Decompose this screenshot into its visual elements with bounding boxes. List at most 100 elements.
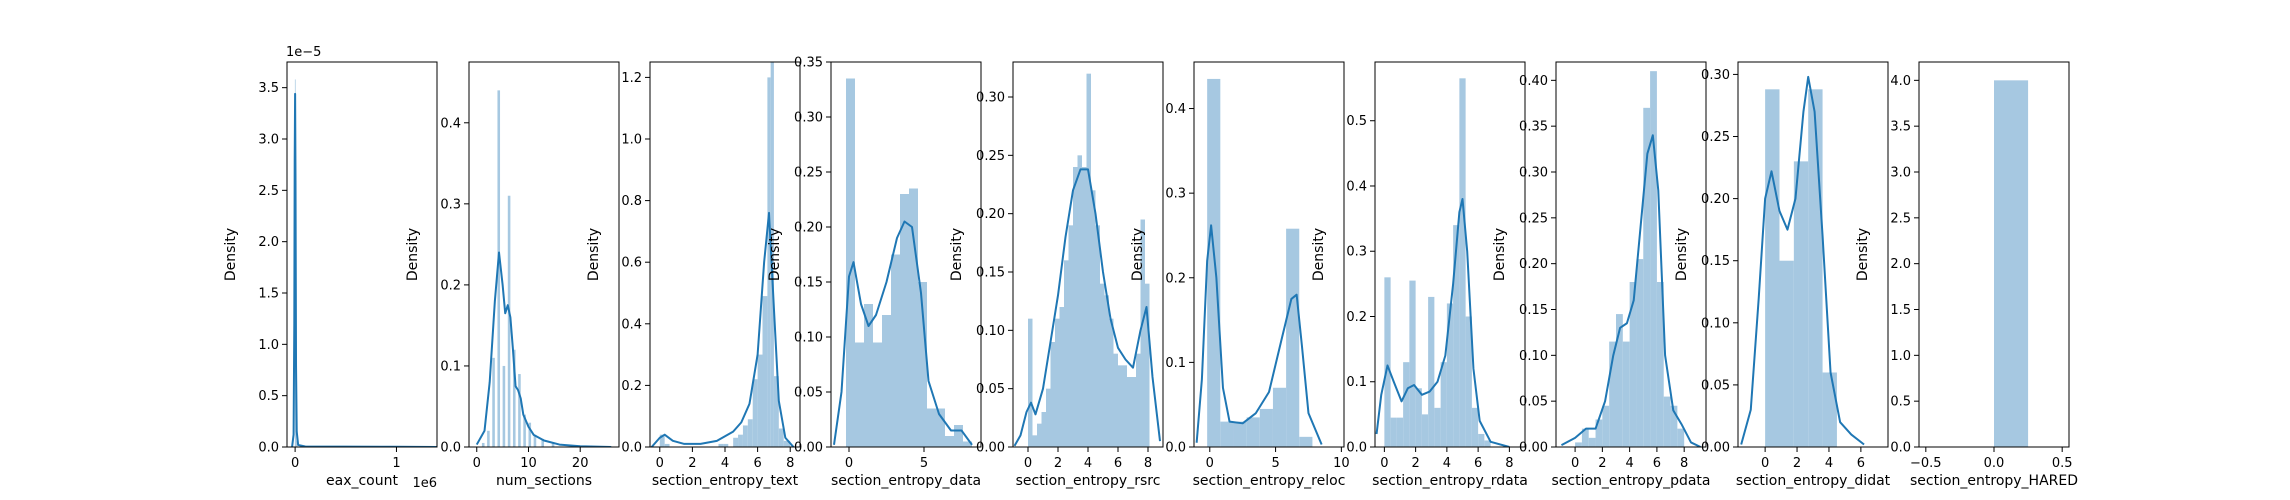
y-tick-label: 0.30 xyxy=(1701,68,1730,83)
histogram-bar xyxy=(1616,314,1623,447)
histogram-bar xyxy=(659,434,665,447)
y-tick-label: 0.15 xyxy=(976,266,1005,281)
y-tick-label: 0.15 xyxy=(794,276,823,291)
histogram-bar xyxy=(528,422,532,447)
histogram-bar xyxy=(1471,407,1479,447)
histogram-bar xyxy=(1409,280,1416,447)
y-tick-label: 3.0 xyxy=(258,133,279,148)
histogram-panel-7: 0 2 4 6 8 0.0 0.1 0.2 0.3 0.4 0.5 section_entropy_r… xyxy=(1311,61,1528,489)
x-axis-label: section_entropy_HARED xyxy=(1910,473,2078,489)
kde-line xyxy=(833,220,973,446)
histogram-bar xyxy=(1465,316,1472,447)
histogram-bar xyxy=(1588,437,1596,447)
histogram-bars xyxy=(1765,89,1837,447)
histogram-bar xyxy=(1122,365,1127,447)
x-tick-label: 2 xyxy=(688,456,696,471)
histogram-bar xyxy=(296,440,298,447)
histogram-bar xyxy=(1131,377,1136,447)
y-tick-label: 0.3 xyxy=(440,197,461,212)
y-tick-label: 0.35 xyxy=(794,56,823,71)
histogram-bar xyxy=(1207,78,1221,447)
y-tick-label: 3.5 xyxy=(258,81,279,96)
histogram-bar xyxy=(1064,260,1069,447)
x-tick-label: −0.5 xyxy=(1910,456,1942,471)
x-tick-label: 20 xyxy=(572,456,589,471)
histogram-bar xyxy=(1453,225,1460,447)
y-tick-label: 0.25 xyxy=(976,149,1005,164)
y-axis-label: Density xyxy=(1855,228,1871,281)
y-tick-label: 0.1 xyxy=(1165,356,1186,371)
y-tick-label: 0.15 xyxy=(1519,303,1548,318)
y-tick-label: 0.20 xyxy=(1701,192,1730,207)
histogram-bar xyxy=(481,442,485,447)
x-tick-label: 6 xyxy=(1653,456,1661,471)
histogram-bar xyxy=(664,443,670,447)
kde-line xyxy=(1740,75,1865,446)
histogram-bar xyxy=(497,90,501,447)
x-tick-label: 0 xyxy=(845,456,853,471)
histogram-bar xyxy=(767,77,771,447)
histogram-bar xyxy=(1059,307,1064,447)
histogram-bar xyxy=(1779,260,1794,447)
histogram-bar xyxy=(1041,412,1046,447)
y-axis-label: Density xyxy=(767,228,783,281)
x-tick-label: 0 xyxy=(1206,456,1214,471)
histogram-bar xyxy=(1127,377,1132,447)
histogram-bar xyxy=(512,349,516,447)
histogram-bar xyxy=(1440,362,1447,447)
y-tick-label: 4.0 xyxy=(1890,74,1911,89)
histogram-bar xyxy=(1145,283,1150,447)
histogram-bar xyxy=(1403,362,1410,447)
y-tick-label: 0.35 xyxy=(1519,120,1548,135)
histogram-bar xyxy=(1050,342,1055,447)
histogram-bar xyxy=(1650,71,1657,447)
y-tick-label: 0.10 xyxy=(976,324,1005,339)
y-tick-label: 0.15 xyxy=(1701,254,1730,269)
histogram-bar xyxy=(936,408,945,447)
histogram-bar xyxy=(762,296,768,447)
histogram-bar xyxy=(487,430,490,447)
y-tick-label: 0.25 xyxy=(1701,130,1730,145)
histogram-bar xyxy=(1434,407,1441,447)
x-tick-label: 2 xyxy=(1598,456,1606,471)
x-axis-label: section_entropy_didat xyxy=(1736,473,1891,489)
y-tick-label: 0.4 xyxy=(440,116,461,131)
y-tick-label: 0.2 xyxy=(1346,310,1367,325)
x-tick-label: 8 xyxy=(1144,456,1152,471)
y-tick-label: 0.0 xyxy=(1165,441,1186,456)
y-tick-label: 2.0 xyxy=(1890,257,1911,272)
y-tick-label: 1.5 xyxy=(258,287,279,302)
x-tick-label: 8 xyxy=(1505,456,1513,471)
histogram-bar xyxy=(909,188,918,447)
x-tick-label: 6 xyxy=(1857,456,1865,471)
y-tick-label: 3.0 xyxy=(1890,166,1911,181)
y-tick-label: 0.05 xyxy=(794,386,823,401)
histogram-bar xyxy=(1073,167,1078,447)
y-axis-label: Density xyxy=(949,228,965,281)
y-tick-label: 0.20 xyxy=(794,221,823,236)
histogram-bar xyxy=(1068,225,1073,447)
y-tick-label: 1.2 xyxy=(621,71,642,86)
histogram-bar xyxy=(1636,259,1644,447)
histogram-bar xyxy=(502,365,506,447)
y-tick-label: 1.0 xyxy=(621,133,642,148)
histogram-bar xyxy=(507,195,511,447)
histogram-bar xyxy=(533,434,537,447)
axes-frame xyxy=(286,61,438,448)
histogram-bar xyxy=(1109,318,1114,447)
y-tick-label: 2.0 xyxy=(258,235,279,250)
histogram-bar xyxy=(918,282,927,447)
y-tick-label: 2.5 xyxy=(1890,211,1911,226)
histogram-bar xyxy=(891,254,900,447)
x-tick-label: 2 xyxy=(1054,456,1062,471)
axes-frame xyxy=(1555,61,1707,448)
histogram-bar xyxy=(1595,419,1603,447)
histogram-bar xyxy=(1055,318,1060,447)
kde-line xyxy=(475,251,612,447)
histogram-bar xyxy=(773,376,779,447)
y-tick-label: 2.5 xyxy=(258,184,279,199)
y-tick-label: 1.0 xyxy=(258,338,279,353)
y-tick-label: 0.2 xyxy=(440,278,461,293)
histogram-bars xyxy=(659,62,791,447)
y-tick-label: 0.25 xyxy=(794,166,823,181)
